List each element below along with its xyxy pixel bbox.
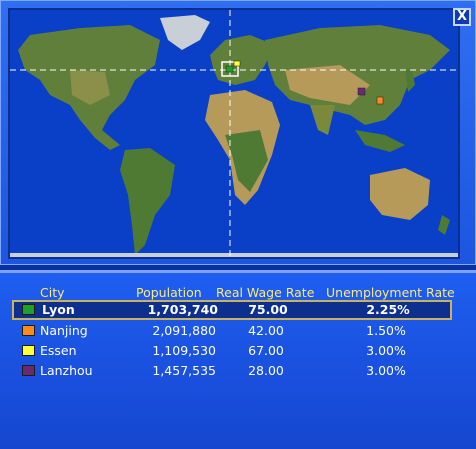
selection-marker [221, 61, 239, 77]
city-color-swatch [22, 345, 35, 356]
table-header-row: City Population Real Wage Rate Unemploym… [12, 283, 455, 303]
world-map[interactable] [8, 8, 460, 259]
city-table: City Population Real Wage Rate Unemploym… [0, 270, 476, 449]
india-landmass [310, 105, 335, 135]
city-name: Nanjing [40, 323, 88, 338]
city-wage: 75.00 [248, 302, 288, 317]
asia-landmass [265, 25, 450, 125]
city-color-swatch [22, 365, 35, 376]
city-wage: 42.00 [248, 323, 284, 338]
map-panel: X [0, 0, 476, 265]
marker-lyon [225, 65, 234, 73]
city-unemployment: 2.25% [366, 302, 410, 317]
japan-landmass [405, 68, 415, 92]
city-population: 1,109,530 [152, 343, 216, 358]
south-america-landmass [120, 148, 175, 255]
city-unemployment: 1.50% [366, 323, 406, 338]
header-wage[interactable]: Real Wage Rate [216, 285, 315, 300]
city-name: Lanzhou [40, 363, 93, 378]
table-row[interactable]: Nanjing 2,091,880 42.00 1.50% [12, 321, 452, 341]
city-name: Lyon [42, 302, 75, 317]
greenland-landmass [160, 15, 210, 50]
world-map-graphic [10, 10, 458, 257]
table-row[interactable]: Essen 1,109,530 67.00 3.00% [12, 341, 452, 361]
australia-landmass [370, 168, 430, 220]
city-name: Essen [40, 343, 77, 358]
close-button[interactable]: X [453, 8, 471, 26]
city-color-swatch [22, 304, 35, 315]
europe-landmass [210, 35, 275, 85]
city-wage: 28.00 [248, 363, 284, 378]
header-population[interactable]: Population [136, 285, 202, 300]
marker-nanjing [376, 96, 384, 105]
city-population: 1,703,740 [147, 302, 218, 317]
header-city[interactable]: City [40, 285, 65, 300]
table-row[interactable]: Lyon 1,703,740 75.00 2.25% [12, 300, 452, 320]
city-unemployment: 3.00% [366, 363, 406, 378]
city-population: 1,457,535 [152, 363, 216, 378]
header-unemployment[interactable]: Unemployment Rate [326, 285, 455, 300]
city-wage: 67.00 [248, 343, 284, 358]
city-population: 2,091,880 [152, 323, 216, 338]
city-color-swatch [22, 325, 35, 336]
marker-essen [233, 60, 241, 67]
marker-lanzhou [357, 87, 366, 96]
table-row[interactable]: Lanzhou 1,457,535 28.00 3.00% [12, 361, 452, 381]
city-unemployment: 3.00% [366, 343, 406, 358]
